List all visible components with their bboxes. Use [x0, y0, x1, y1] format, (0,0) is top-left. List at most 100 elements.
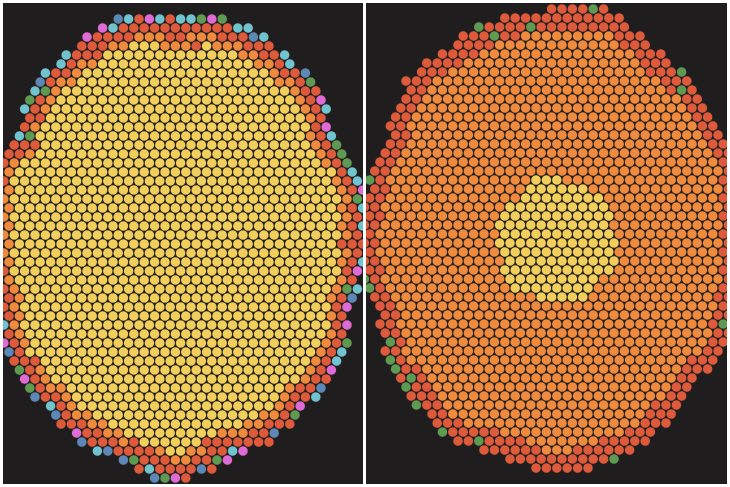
particle-inner-shell: [289, 85, 301, 97]
particle-core: [195, 373, 207, 385]
particle-bulk: [478, 228, 490, 240]
particle-outer-shell: [624, 444, 636, 456]
particle-inner-shell: [294, 94, 306, 106]
particle-core: [107, 292, 119, 304]
particle-core: [60, 337, 72, 349]
particle-core: [123, 49, 135, 61]
particle-core: [237, 283, 249, 295]
particle-core: [195, 337, 207, 349]
particle-bulk: [670, 93, 682, 105]
particle-core: [566, 237, 578, 249]
particle-core: [232, 328, 244, 340]
particle-bulk: [644, 336, 656, 348]
particle-outer-shell: [676, 372, 688, 384]
particle-core: [128, 148, 140, 160]
particle-bulk: [483, 93, 495, 105]
particle-boundary-cyan: [154, 13, 166, 25]
particle-bulk: [551, 48, 563, 60]
particle-outer-shell: [707, 336, 719, 348]
particle-outer-shell: [305, 94, 317, 106]
particle-core: [102, 175, 114, 187]
particle-core: [253, 256, 265, 268]
particle-bulk: [488, 390, 500, 402]
particle-bulk: [442, 201, 454, 213]
particle-core: [81, 193, 93, 205]
particle-bulk: [494, 309, 506, 321]
particle-core: [268, 391, 280, 403]
particle-bulk: [691, 255, 703, 267]
particle-boundary-cyan: [357, 256, 363, 268]
particle-core: [582, 246, 594, 258]
particle-core: [71, 337, 83, 349]
particle-bulk: [535, 39, 547, 51]
particle-core: [123, 247, 135, 259]
particle-bulk: [644, 246, 656, 258]
particle-bulk: [561, 138, 573, 150]
particle-bulk: [629, 345, 641, 357]
particle-core: [138, 400, 150, 412]
particle-core: [91, 157, 103, 169]
particle-bulk: [639, 345, 651, 357]
particle-bulk: [587, 147, 599, 159]
particle-bulk: [577, 75, 589, 87]
particle-core: [320, 301, 332, 313]
particle-bulk: [499, 138, 511, 150]
particle-core: [556, 291, 568, 303]
particle-core: [201, 166, 213, 178]
particle-bulk: [707, 174, 719, 186]
particle-core: [107, 130, 119, 142]
particle-core: [310, 265, 322, 277]
particle-core: [133, 121, 145, 133]
particle-core: [227, 103, 239, 115]
particle-core: [149, 382, 161, 394]
particle-bulk: [436, 210, 448, 222]
particle-bulk: [520, 408, 532, 420]
particle-core: [592, 228, 604, 240]
particle-core: [540, 264, 552, 276]
particle-bulk: [639, 273, 651, 285]
particle-core: [45, 112, 57, 124]
particle-outer-shell: [540, 462, 552, 474]
particle-outer-shell: [504, 453, 516, 465]
particle-bulk: [634, 120, 646, 132]
particle-core: [320, 265, 332, 277]
particle-core: [175, 85, 187, 97]
particle-core: [143, 301, 155, 313]
particle-bulk: [670, 363, 682, 375]
particle-bulk: [447, 84, 459, 96]
particle-core: [263, 382, 275, 394]
particle-outer-shell: [123, 31, 135, 43]
particle-core: [102, 373, 114, 385]
particle-bulk: [447, 300, 459, 312]
particle-core: [211, 328, 223, 340]
particle-core: [211, 274, 223, 286]
particle-core: [520, 210, 532, 222]
particle-bulk: [462, 201, 474, 213]
particle-bulk: [624, 120, 636, 132]
particle-bulk: [488, 174, 500, 186]
particle-bulk: [405, 246, 417, 258]
particle-outer-shell: [216, 31, 228, 43]
particle-bulk: [436, 174, 448, 186]
particle-core: [39, 301, 51, 313]
particle-core: [97, 184, 109, 196]
particle-core: [211, 382, 223, 394]
particle-bulk: [452, 399, 464, 411]
particle-bulk: [634, 228, 646, 240]
particle-core: [159, 418, 171, 430]
particle-outer-shell: [416, 66, 428, 78]
particle-core: [551, 192, 563, 204]
particle-bulk: [696, 174, 708, 186]
particle-core: [123, 427, 135, 439]
particle-core: [117, 238, 129, 250]
particle-core: [216, 229, 228, 241]
particle-bulk: [488, 66, 500, 78]
particle-bulk: [483, 147, 495, 159]
particle-outer-shell: [379, 183, 391, 195]
particle-core: [123, 229, 135, 241]
particle-core: [76, 310, 88, 322]
particle-bulk: [624, 138, 636, 150]
particle-bulk: [395, 246, 407, 258]
particle-boundary-blue: [299, 67, 311, 79]
particle-core: [164, 157, 176, 169]
